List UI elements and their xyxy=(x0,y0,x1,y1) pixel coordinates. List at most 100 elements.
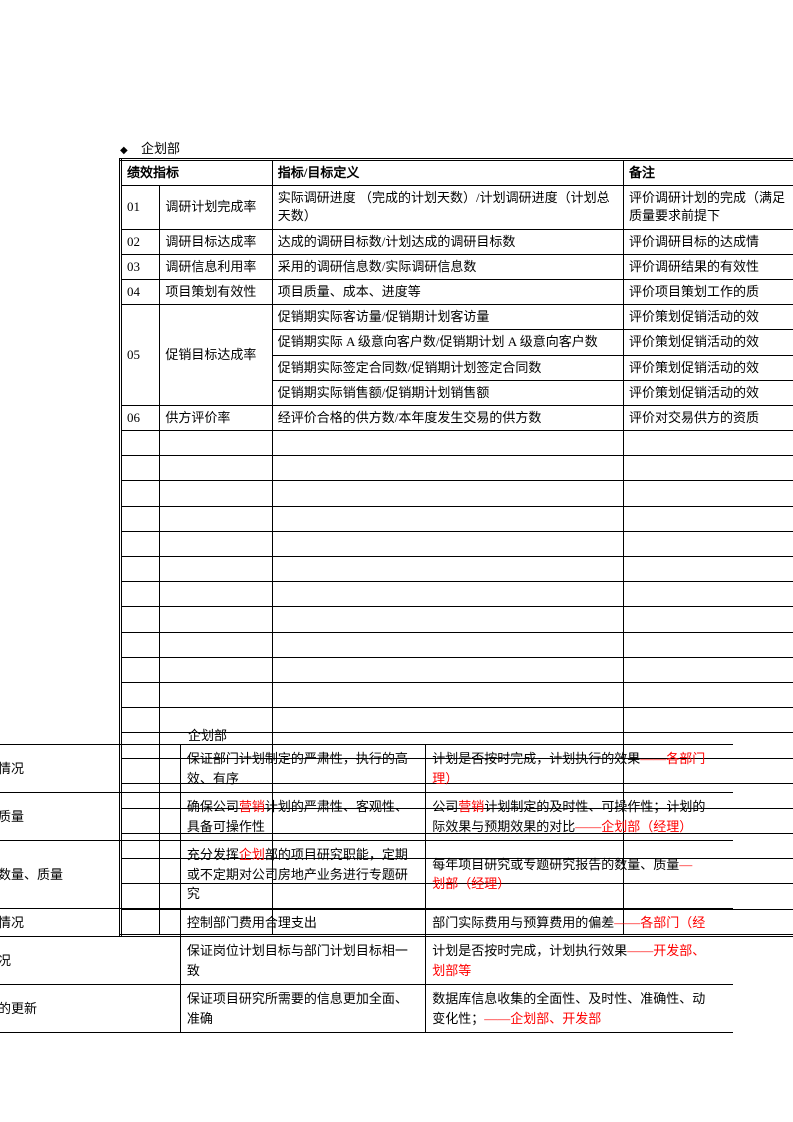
row-def: 促销期实际 A 级意向客户数/促销期计划 A 级意向客户数 xyxy=(272,330,623,355)
table-row-empty xyxy=(121,431,793,456)
table-row-empty xyxy=(121,657,793,682)
empty-cell xyxy=(623,456,793,481)
empty-cell xyxy=(160,531,272,556)
detail-c3: 计划是否按时完成，计划执行效果——开发部、划部等 xyxy=(426,937,733,985)
table-row: 05促销目标达成率促销期实际客访量/促销期计划客访量评价策划促销活动的效 xyxy=(121,305,793,330)
row-kpi: 促销目标达成率 xyxy=(160,305,272,406)
table-row-empty xyxy=(121,607,793,632)
table-row: 01调研计划完成率实际调研进度 （完成的计划天数）/计划调研进度（计划总天数）评… xyxy=(121,186,793,229)
empty-cell xyxy=(272,582,623,607)
detail-c1: 息数据库的更新 xyxy=(0,985,180,1033)
row-note: 评价项目策划工作的质 xyxy=(623,279,793,304)
row-def: 采用的调研信息数/实际调研信息数 xyxy=(272,254,623,279)
row-kpi: 调研信息利用率 xyxy=(160,254,272,279)
empty-cell xyxy=(160,431,272,456)
detail-table: 计划完成情况保证部门计划制定的严肃性，执行的高效、有序计划是否按时完成，计划执行… xyxy=(0,744,733,1033)
table-row-empty xyxy=(121,682,793,707)
row-def: 促销期实际客访量/促销期计划客访量 xyxy=(272,305,623,330)
detail-c2: 控制部门费用合理支出 xyxy=(180,908,425,937)
row-kpi: 调研计划完成率 xyxy=(160,186,272,229)
detail-c3: 部门实际费用与预算费用的偏差——各部门（经 xyxy=(426,908,733,937)
empty-cell xyxy=(160,582,272,607)
bullet-diamond-icon: ◆ xyxy=(120,145,128,156)
empty-cell xyxy=(160,481,272,506)
empty-cell xyxy=(160,506,272,531)
empty-cell xyxy=(160,607,272,632)
empty-cell xyxy=(160,456,272,481)
row-def: 项目质量、成本、进度等 xyxy=(272,279,623,304)
empty-cell xyxy=(272,481,623,506)
row-kpi: 调研目标达成率 xyxy=(160,229,272,254)
detail-c1: 究报告的数量、质量 xyxy=(0,841,180,909)
row-note: 评价策划促销活动的效 xyxy=(623,305,793,330)
empty-cell xyxy=(121,431,160,456)
empty-cell xyxy=(623,531,793,556)
row-note: 评价调研目标的达成情 xyxy=(623,229,793,254)
empty-cell xyxy=(121,531,160,556)
empty-cell xyxy=(623,632,793,657)
row-def: 经评价合格的供方数/本年度发生交易的供方数 xyxy=(272,405,623,430)
detail-c3: 每年项目研究或专题研究报告的数量、质量—划部（经理） xyxy=(426,841,733,909)
table-row: 02调研目标达成率达成的调研目标数/计划达成的调研目标数评价调研目标的达成情 xyxy=(121,229,793,254)
detail-c3: 数据库信息收集的全面性、及时性、准确性、动变化性；——企划部、开发部 xyxy=(426,985,733,1033)
empty-cell xyxy=(121,456,160,481)
empty-cell xyxy=(272,632,623,657)
row-def: 促销期实际销售额/促销期计划销售额 xyxy=(272,380,623,405)
detail-row: 费用控制情况控制部门费用合理支出部门实际费用与预算费用的偏差——各部门（经 xyxy=(0,908,733,937)
kpi-header-indicator: 绩效指标 xyxy=(121,160,273,186)
row-note: 评价调研结果的有效性 xyxy=(623,254,793,279)
detail-row: 息数据库的更新保证项目研究所需要的信息更加全面、准确数据库信息收集的全面性、及时… xyxy=(0,985,733,1033)
detail-c1: 费用控制情况 xyxy=(0,908,180,937)
detail-row: 计划完成情况保证部门计划制定的严肃性，执行的高效、有序计划是否按时完成，计划执行… xyxy=(0,745,733,793)
row-note: 评价对交易供方的资质 xyxy=(623,405,793,430)
empty-cell xyxy=(623,481,793,506)
table-row-empty xyxy=(121,481,793,506)
table-row-empty xyxy=(121,632,793,657)
empty-cell xyxy=(272,531,623,556)
table-row-empty xyxy=(121,456,793,481)
empty-cell xyxy=(160,657,272,682)
table-row: 06供方评价率经评价合格的供方数/本年度发生交易的供方数评价对交易供方的资质 xyxy=(121,405,793,430)
detail-c1: 划完成情况 xyxy=(0,937,180,985)
row-def: 促销期实际签定合同数/促销期计划签定合同数 xyxy=(272,355,623,380)
empty-cell xyxy=(160,557,272,582)
detail-c2: 保证项目研究所需要的信息更加全面、准确 xyxy=(180,985,425,1033)
row-kpi: 项目策划有效性 xyxy=(160,279,272,304)
empty-cell xyxy=(121,632,160,657)
empty-cell xyxy=(272,557,623,582)
detail-c3: 公司营销计划制定的及时性、可操作性；计划的际效果与预期效果的对比——企划部（经理… xyxy=(426,793,733,841)
empty-cell xyxy=(272,506,623,531)
row-def: 实际调研进度 （完成的计划天数）/计划调研进度（计划总天数） xyxy=(272,186,623,229)
row-num: 04 xyxy=(121,279,160,304)
empty-cell xyxy=(272,607,623,632)
empty-cell xyxy=(121,481,160,506)
row-def: 达成的调研目标数/计划达成的调研目标数 xyxy=(272,229,623,254)
table-row: 04项目策划有效性项目质量、成本、进度等评价项目策划工作的质 xyxy=(121,279,793,304)
kpi-table-head: 绩效指标指标/目标定义备注 xyxy=(121,160,793,186)
empty-cell xyxy=(160,632,272,657)
empty-cell xyxy=(623,607,793,632)
row-note: 评价策划促销活动的效 xyxy=(623,355,793,380)
table-row-empty xyxy=(121,506,793,531)
empty-cell xyxy=(272,456,623,481)
detail-row: 销计划的质量确保公司营销计划的严肃性、客观性、具备可操作性公司营销计划制定的及时… xyxy=(0,793,733,841)
empty-cell xyxy=(121,557,160,582)
row-num: 01 xyxy=(121,186,160,229)
row-kpi: 供方评价率 xyxy=(160,405,272,430)
empty-cell xyxy=(272,657,623,682)
empty-cell xyxy=(623,657,793,682)
row-num: 05 xyxy=(121,305,160,406)
row-note: 评价策划促销活动的效 xyxy=(623,330,793,355)
detail-c3: 计划是否按时完成，计划执行的效果——各部门理） xyxy=(426,745,733,793)
detail-c2: 充分发挥企划部的项目研究职能，定期或不定期对公司房地产业务进行专题研究 xyxy=(180,841,425,909)
detail-row: 究报告的数量、质量充分发挥企划部的项目研究职能，定期或不定期对公司房地产业务进行… xyxy=(0,841,733,909)
empty-cell xyxy=(623,506,793,531)
table-row-empty xyxy=(121,557,793,582)
empty-cell xyxy=(623,682,793,707)
detail-c2: 保证部门计划制定的严肃性，执行的高效、有序 xyxy=(180,745,425,793)
empty-cell xyxy=(272,682,623,707)
row-num: 02 xyxy=(121,229,160,254)
empty-cell xyxy=(160,682,272,707)
section1-header: ◆ 企划部 xyxy=(120,138,180,157)
empty-cell xyxy=(623,431,793,456)
